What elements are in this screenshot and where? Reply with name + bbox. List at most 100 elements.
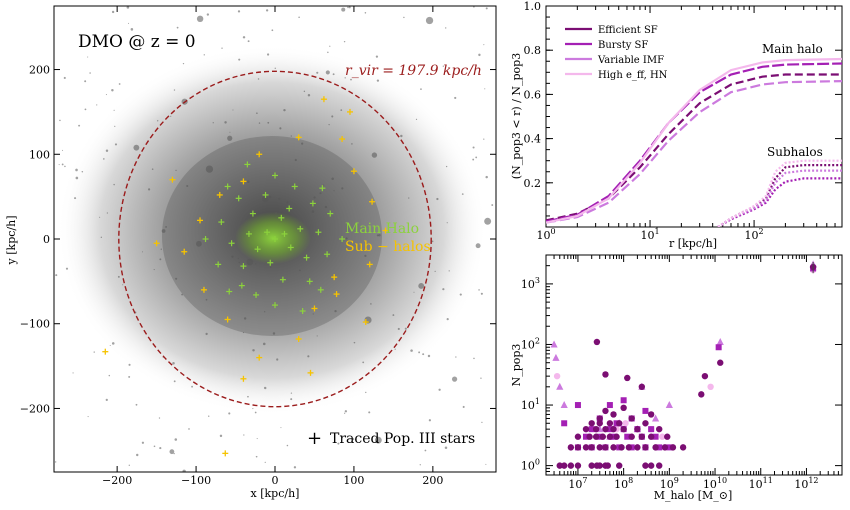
left-panel-title: DMO @ z = 0 <box>78 32 196 52</box>
main-halo-star <box>272 172 278 179</box>
br-point-circle <box>628 415 635 422</box>
bg-subhalo-dot <box>237 10 241 13</box>
legend-main-halo: Main Halo <box>345 221 419 237</box>
subhalo-star <box>240 375 247 382</box>
bg-subhalo-dot <box>438 388 441 391</box>
bg-subhalo-dot <box>182 62 185 65</box>
tr-ylabel: (N_pop3 < r) / N_pop3 <box>510 53 523 179</box>
bg-subhalo-dot <box>243 434 245 436</box>
bg-subhalo-dot <box>454 96 457 100</box>
bg-subhalo-dot <box>113 109 115 111</box>
br-point-circle <box>679 444 687 451</box>
bg-subhalo-dot <box>262 342 266 346</box>
subhalo-star <box>240 178 247 185</box>
br-point-circle <box>602 407 609 415</box>
bg-subhalo-dot <box>106 212 109 214</box>
br-point-circle <box>664 433 671 440</box>
bg-subhalo-dot <box>279 127 282 130</box>
bg-subhalo-dot <box>258 122 261 124</box>
bg-subhalo-dot <box>402 69 404 71</box>
br-point-square <box>648 426 655 433</box>
bg-subhalo-dot <box>208 415 210 417</box>
bg-subhalo-dot <box>394 348 396 350</box>
bg-subhalo-dot <box>153 445 156 448</box>
subhalo-star <box>256 354 263 361</box>
bg-subhalo-dot <box>455 356 457 358</box>
subhalo-star <box>320 96 327 103</box>
bg-subhalo-dot <box>475 243 481 249</box>
left-ytick-label: 100 <box>29 148 50 161</box>
main-halo-star <box>327 210 334 217</box>
main-halo-star <box>278 214 285 221</box>
bg-subhalo-dot <box>294 158 297 162</box>
bg-subhalo-dot <box>442 65 445 67</box>
br-point-circle <box>647 433 655 440</box>
bg-subhalo-dot <box>128 464 130 466</box>
bg-subhalo-dot <box>364 254 367 257</box>
subhalo-star <box>102 348 109 355</box>
bg-subhalo-dot <box>325 70 330 75</box>
tr-xlabel: r [kpc/h] <box>669 237 717 250</box>
bg-subhalo-dot <box>260 210 263 213</box>
bg-subhalo-dot <box>478 53 481 57</box>
bg-subhalo-dot <box>105 93 107 96</box>
bg-subhalo-dot <box>242 36 246 39</box>
br-point-circle <box>553 372 561 380</box>
bg-subhalo-dot <box>436 197 439 201</box>
br-point-square <box>582 433 589 440</box>
br-point-square <box>624 433 631 440</box>
bg-subhalo-dot <box>286 444 289 447</box>
bg-subhalo-dot <box>111 342 115 345</box>
subhalo-star <box>333 291 340 298</box>
bg-subhalo-dot <box>170 115 172 117</box>
bg-subhalo-dot <box>87 56 89 58</box>
bg-subhalo-dot <box>188 428 190 430</box>
bg-subhalo-dot <box>340 109 343 111</box>
subhalo-star <box>339 136 346 143</box>
bg-subhalo-dot <box>247 180 250 183</box>
legend-traced: + Traced Pop. III stars <box>307 428 475 449</box>
bg-subhalo-dot <box>408 197 410 199</box>
bg-subhalo-dot <box>264 461 266 463</box>
bg-subhalo-dot <box>75 176 79 180</box>
subhalo-star <box>346 108 353 115</box>
main-halo-star <box>238 282 245 289</box>
tr-series-line <box>717 177 842 227</box>
main-halo-star <box>291 183 298 190</box>
rvir-circle <box>118 70 432 408</box>
rvir-label: r_vir = 197.9 kpc/h <box>345 63 482 79</box>
bg-subhalo-dot <box>255 263 257 265</box>
main-halo-star <box>317 286 324 293</box>
bg-subhalo-dot <box>252 408 254 410</box>
bg-subhalo-dot <box>410 349 413 352</box>
bg-subhalo-dot <box>427 354 431 358</box>
bg-subhalo-dot <box>271 29 274 32</box>
main-halo-star <box>272 236 278 242</box>
bg-subhalo-dot <box>341 187 344 190</box>
bg-subhalo-dot <box>419 464 421 466</box>
bg-subhalo-dot <box>278 197 281 200</box>
bg-subhalo-dot <box>434 270 436 273</box>
bg-subhalo-dot <box>141 441 145 444</box>
bg-subhalo-dot <box>473 357 475 360</box>
bg-subhalo-dot <box>483 44 485 46</box>
bg-subhalo-dot <box>242 332 245 334</box>
bg-subhalo-dot <box>415 118 418 121</box>
bg-subhalo-dot <box>445 27 447 29</box>
bg-subhalo-dot <box>344 77 346 79</box>
br-point-circle <box>599 433 607 440</box>
bg-subhalo-dot <box>344 412 346 414</box>
br-point-square <box>606 402 613 409</box>
bg-subhalo-dot <box>117 275 120 278</box>
bg-subhalo-dot <box>256 112 258 115</box>
main-halo-star <box>235 195 242 202</box>
subhalo-star <box>181 248 188 255</box>
bg-subhalo-dot <box>255 455 258 458</box>
background-subhalos <box>54 6 494 472</box>
main-halo-core <box>235 212 311 264</box>
br-point-circle <box>596 444 603 451</box>
br-point-circle <box>602 425 609 433</box>
br-point-circle <box>596 415 603 422</box>
main-halo-star <box>218 219 225 226</box>
